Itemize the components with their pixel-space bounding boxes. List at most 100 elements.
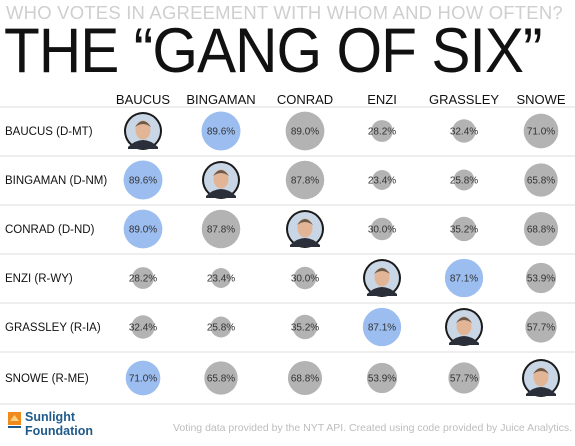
column-label-grassley: GRASSLEY (429, 92, 499, 107)
agreement-value-1-3: 23.4% (368, 176, 396, 187)
agreement-value-2-1: 87.8% (207, 225, 235, 236)
column-label-snowe: SNOWE (516, 92, 565, 107)
portrait-face (297, 218, 313, 238)
agreement-bubble-3-1 (211, 268, 231, 288)
portrait-hair (213, 170, 229, 176)
agreement-value-1-0: 89.6% (129, 176, 157, 187)
logo-text: Sunlight Foundation (25, 410, 93, 438)
agreement-value-1-2: 87.8% (291, 176, 319, 187)
portrait-grassley (445, 308, 483, 346)
agreement-bubble-5-2 (287, 360, 323, 396)
sunlight-foundation-logo: Sunlight Foundation (7, 410, 127, 444)
portrait-face (456, 316, 472, 336)
column-label-enzi: ENZI (367, 92, 397, 107)
agreement-bubble-1-2 (285, 160, 325, 200)
portrait-shoulders (449, 336, 479, 345)
row-labels: BAUCUS (D-MT) BINGAMAN (D-NM) CONRAD (D-ND… (5, 126, 107, 385)
row-label-enzi: ENZI (R-WY) (5, 273, 73, 285)
portrait-shoulders (290, 238, 320, 247)
agreement-bubble-3-2 (293, 266, 317, 290)
portrait-hair (374, 268, 390, 274)
agreement-bubble-4-3 (362, 307, 402, 347)
agreement-value-4-3: 87.1% (368, 323, 396, 334)
agreement-bubble-4-0 (131, 315, 155, 339)
row-label-snowe: SNOWE (R-ME) (5, 373, 89, 385)
agreement-bubble-2-0 (123, 209, 163, 249)
agreement-value-4-2: 35.2% (291, 323, 319, 334)
agreement-bubble-0-5 (523, 113, 559, 149)
agreement-bubble-3-5 (525, 262, 557, 294)
row-label-grassley: GRASSLEY (R-IA) (5, 322, 101, 334)
agreement-bubble-4-2 (292, 314, 318, 340)
agreement-bubble-1-3 (372, 170, 392, 190)
agreement-value-5-3: 53.9% (368, 374, 396, 385)
agreement-bubble-4-1 (210, 316, 232, 338)
agreement-bubble-1-0 (123, 160, 163, 200)
portrait-conrad (286, 210, 324, 248)
row-label-baucus: BAUCUS (D-MT) (5, 126, 93, 138)
agreement-bubble-3-4 (444, 258, 484, 298)
agreement-value-3-5: 53.9% (527, 274, 555, 285)
logo-line-1: Sunlight (25, 410, 75, 424)
agreement-bubble-1-4 (453, 169, 475, 191)
portrait-face (374, 267, 390, 287)
agreement-value-4-1: 25.8% (207, 323, 235, 334)
matrix-cells: 89.6% 89.0% 28.2% 32.4% 71.0% 89.6% 87.8% 23.4%… (123, 111, 560, 397)
agreement-bubble-1-5 (524, 163, 558, 197)
agreement-value-1-5: 65.8% (527, 176, 555, 187)
sun-icon (8, 412, 21, 428)
agreement-value-5-4: 57.7% (450, 374, 478, 385)
agreement-bubble-5-4 (448, 362, 480, 394)
agreement-value-5-2: 68.8% (291, 374, 319, 385)
agreement-bubble-0-4 (452, 119, 476, 143)
portrait-face (533, 367, 549, 387)
agreement-bubble-2-1 (201, 209, 241, 249)
agreement-value-0-1: 89.6% (207, 127, 235, 138)
portrait-shoulders (128, 140, 158, 149)
row-label-conrad: CONRAD (D-ND) (5, 224, 95, 236)
agreement-bubble-2-5 (523, 211, 559, 247)
agreement-value-4-0: 32.4% (129, 323, 157, 334)
agreement-value-3-2: 30.0% (291, 274, 319, 285)
agreement-value-2-5: 68.8% (527, 225, 555, 236)
agreement-bubble-5-0 (125, 360, 161, 396)
agreement-bubble-2-3 (370, 217, 394, 241)
portrait-shoulders (206, 189, 236, 198)
agreement-value-5-1: 65.8% (207, 374, 235, 385)
portrait-enzi (363, 259, 401, 297)
portrait-hair (456, 317, 472, 323)
portrait-snowe (522, 359, 560, 397)
agreement-value-2-4: 35.2% (450, 225, 478, 236)
row-label-bingaman: BINGAMAN (D-NM) (5, 175, 107, 187)
agreement-bubble-5-1 (204, 361, 238, 395)
agreement-bubble-0-2 (285, 111, 325, 151)
row-separators (0, 106, 575, 405)
agreement-bubble-0-3 (371, 120, 393, 142)
logo-line-2: Foundation (25, 424, 94, 438)
agreement-bubble-5-3 (366, 362, 398, 394)
column-label-bingaman: BINGAMAN (186, 92, 255, 107)
portrait-hair (533, 368, 549, 374)
portrait-hair (297, 219, 313, 225)
agreement-value-2-0: 89.0% (129, 225, 157, 236)
agreement-bubble-2-4 (451, 216, 477, 242)
footer-credit: Voting data provided by the NYT API. Cre… (172, 422, 572, 434)
agreement-value-1-4: 25.8% (450, 176, 478, 187)
agreement-value-0-5: 71.0% (527, 127, 555, 138)
portrait-baucus (124, 112, 162, 150)
agreement-bubble-3-0 (132, 267, 154, 289)
agreement-value-0-2: 89.0% (291, 127, 319, 138)
agreement-value-3-0: 28.2% (129, 274, 157, 285)
portrait-shoulders (526, 387, 556, 396)
agreement-value-0-4: 32.4% (450, 127, 478, 138)
portrait-hair (135, 121, 151, 127)
portrait-face (213, 169, 229, 189)
column-label-baucus: BAUCUS (116, 92, 171, 107)
agreement-value-2-3: 30.0% (368, 225, 396, 236)
agreement-value-5-0: 71.0% (129, 374, 157, 385)
agreement-value-3-1: 23.4% (207, 274, 235, 285)
column-labels: BAUCUS BINGAMAN CONRAD ENZI GRASSLEY SNOWE (116, 92, 566, 107)
agreement-value-3-4: 87.1% (450, 274, 478, 285)
chart-title: THE “GANG OF SIX” (4, 16, 542, 86)
